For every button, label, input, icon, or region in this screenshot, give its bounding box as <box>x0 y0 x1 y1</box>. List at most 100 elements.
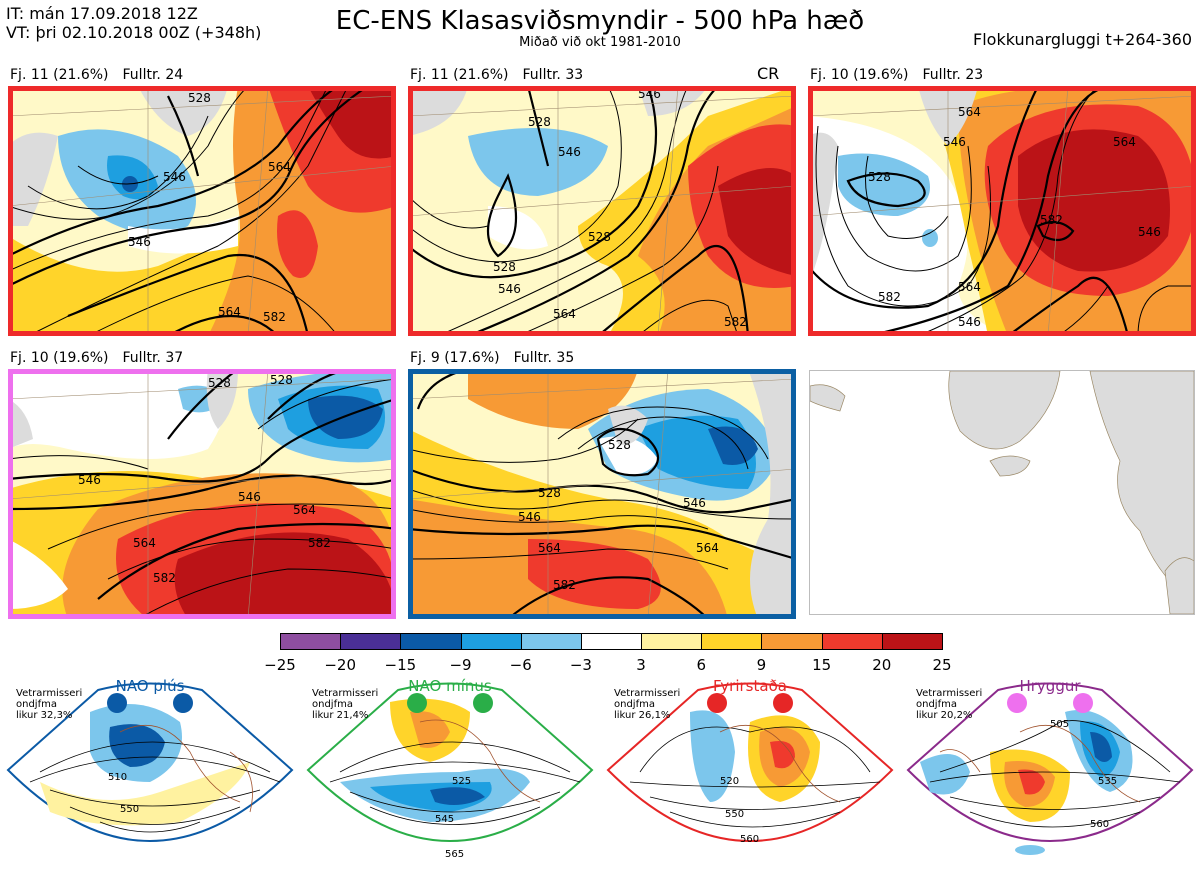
panel-2-label: Fj. 11 (21.6%) Fulltr. 33 <box>410 67 597 83</box>
contour-label: 528 <box>270 373 293 387</box>
colorbar-tick-label: 15 <box>812 656 832 674</box>
panel-4-member: Fulltr. 37 <box>122 350 184 366</box>
regime-contour: 520 <box>720 776 739 787</box>
contour-label: 564 <box>958 105 981 119</box>
colorbar-tick-label: −25 <box>264 656 296 674</box>
panel-1-member: Fulltr. 24 <box>122 67 184 83</box>
contour-label: 546 <box>498 282 521 296</box>
regime-title: Fyrirstaða <box>713 677 787 695</box>
regime-note-months: ondjfma <box>916 699 957 710</box>
contour-label: 582 <box>553 578 576 592</box>
contour-label: 546 <box>683 496 706 510</box>
regime-contour: 505 <box>1050 719 1069 730</box>
regime-title: NAO plús <box>115 677 185 695</box>
regime-note-season: Vetrarmisseri <box>312 688 379 699</box>
contour-label: 582 <box>878 290 901 304</box>
panel-3-frame <box>808 86 1196 336</box>
contour-label: 528 <box>538 486 561 500</box>
regime-contour: 545 <box>435 814 454 825</box>
contour-label: 528 <box>588 230 611 244</box>
colorbar-segment <box>881 633 943 650</box>
panel-5-cluster: Fj. 9 (17.6%) <box>410 350 500 366</box>
panel-2-frame <box>408 86 796 336</box>
colorbar-tick-label: 25 <box>932 656 952 674</box>
regime-contour: 550 <box>725 809 744 820</box>
regime-blocking: 520 550 560 <box>600 672 900 871</box>
colorbar-segment <box>400 633 462 650</box>
regime-note: Vetrarmisseri ondjfma likur 32,3% <box>16 688 82 721</box>
regime-note-probability: likur 20,2% <box>916 710 973 721</box>
panel-2-cluster: Fj. 11 (21.6%) <box>410 67 509 83</box>
contour-label: 564 <box>218 305 241 319</box>
contour-label: 564 <box>293 503 316 517</box>
regime-marker-dot <box>707 693 727 713</box>
regime-nao-minus: 525 545 565 <box>300 672 600 871</box>
regime-nao-plus: 510 550 <box>0 672 300 871</box>
contour-label: 546 <box>1138 225 1161 239</box>
colorbar-segment <box>761 633 823 650</box>
contour-label: 564 <box>696 541 719 555</box>
issue-time: IT: mán 17.09.2018 12Z <box>6 4 198 23</box>
contour-label: 528 <box>493 260 516 274</box>
map-panel-3: 528 546 564 564 582 546 564 582 546 <box>808 86 1196 336</box>
contour-label: 546 <box>163 170 186 184</box>
panel-5-member: Fulltr. 35 <box>513 350 575 366</box>
colorbar-segment <box>701 633 763 650</box>
regime-note: Vetrarmisseri ondjfma likur 26,1% <box>614 688 680 721</box>
regime-note-probability: likur 26,1% <box>614 710 671 721</box>
regime-note: Vetrarmisseri ondjfma likur 20,2% <box>916 688 982 721</box>
regime-note-season: Vetrarmisseri <box>16 688 83 699</box>
page-title: EC-ENS Klasasviðsmyndir - 500 hPa hæð <box>335 6 865 36</box>
panel-1-cluster: Fj. 11 (21.6%) <box>10 67 109 83</box>
regime-contour: 510 <box>108 772 127 783</box>
contour-label: 528 <box>528 115 551 129</box>
regime-note: Vetrarmisseri ondjfma likur 21,4% <box>312 688 378 721</box>
colorbar-segment <box>280 633 342 650</box>
contour-label: 582 <box>724 315 747 329</box>
regime-contour: 535 <box>1098 776 1117 787</box>
contour-label: 528 <box>868 170 891 184</box>
colorbar-tick-label: −20 <box>324 656 356 674</box>
contour-label: 546 <box>78 473 101 487</box>
regime-ridge: 505 535 560 <box>900 672 1200 871</box>
regime-note-probability: likur 32,3% <box>16 710 73 721</box>
page-subtitle: Miðað við okt 1981-2010 <box>519 35 681 50</box>
control-run-tag: CR <box>757 64 780 83</box>
contour-label: 546 <box>518 510 541 524</box>
panel-3-member: Fulltr. 23 <box>922 67 984 83</box>
regime-contour: 560 <box>1090 819 1109 830</box>
contour-label: 528 <box>188 91 211 105</box>
contour-label: 564 <box>1113 135 1136 149</box>
panel-1-label: Fj. 11 (21.6%) Fulltr. 24 <box>10 67 197 83</box>
colorbar-segment <box>460 633 522 650</box>
regime-note-months: ondjfma <box>312 699 353 710</box>
header-center: EC-ENS Klasasviðsmyndir - 500 hPa hæð Mi… <box>0 6 1200 50</box>
colorbar-tick-label: 20 <box>872 656 892 674</box>
regime-marker-dot <box>407 693 427 713</box>
empty-basemap-panel <box>809 370 1195 615</box>
regime-contour: 550 <box>120 804 139 815</box>
regime-marker-dot <box>1007 693 1027 713</box>
regime-marker-dot <box>173 693 193 713</box>
panel-3-label: Fj. 10 (19.6%) Fulltr. 23 <box>810 67 997 83</box>
regime-contour: 560 <box>740 834 759 845</box>
map-panel-5: 528 546 564 582 528 546 564 <box>408 369 796 619</box>
contour-label: 546 <box>943 135 966 149</box>
map-panel-4: 528 546 546 564 564 582 582 528 <box>8 369 396 619</box>
valid-time: VT: þri 02.10.2018 00Z (+348h) <box>6 23 262 42</box>
contour-label: 582 <box>1040 213 1063 227</box>
contour-label: 564 <box>538 541 561 555</box>
regime-marker-dot <box>107 693 127 713</box>
colorbar-tick-label: −3 <box>569 656 592 674</box>
colorbar-tick-label: 9 <box>756 656 767 674</box>
regime-note-months: ondjfma <box>614 699 655 710</box>
panel-4-label: Fj. 10 (19.6%) Fulltr. 37 <box>10 350 197 366</box>
panel-4-frame <box>8 369 396 619</box>
regime-marker-dot <box>1073 693 1093 713</box>
contour-label: 564 <box>553 307 576 321</box>
panel-4-cluster: Fj. 10 (19.6%) <box>10 350 109 366</box>
colorbar-tick-label: 3 <box>636 656 646 674</box>
contour-label: 528 <box>208 376 231 390</box>
contour-label: 546 <box>558 145 581 159</box>
regime-note-season: Vetrarmisseri <box>916 688 983 699</box>
